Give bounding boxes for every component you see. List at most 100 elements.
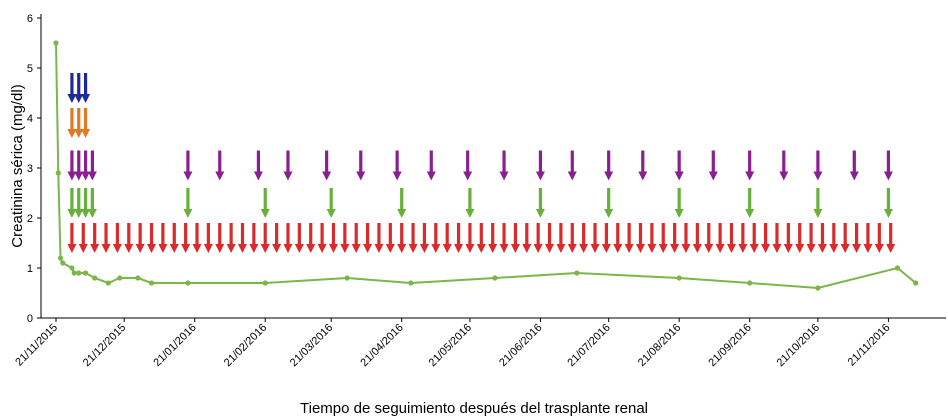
treatment-arrow-row-1 — [704, 223, 714, 253]
treatment-arrow-row-1 — [499, 223, 509, 253]
treatment-arrow-row-3 — [604, 150, 614, 181]
y-tick-label: 6 — [27, 13, 33, 25]
treatment-arrow-row-1 — [181, 223, 191, 253]
treatment-arrow-row-1 — [328, 223, 338, 253]
treatment-arrow-row-1 — [692, 223, 702, 253]
x-tick-label: 21/12/2015 — [81, 322, 128, 369]
treatment-arrow-row-4 — [81, 108, 91, 138]
treatment-arrow-row-1 — [158, 223, 168, 253]
data-point — [262, 280, 268, 286]
treatment-arrow-row-1 — [476, 223, 486, 253]
treatment-arrow-row-2 — [745, 188, 755, 218]
treatment-arrow-row-1 — [863, 223, 873, 253]
treatment-arrow-row-1 — [283, 223, 293, 253]
treatment-arrow-row-1 — [226, 223, 236, 253]
treatment-arrow-row-3 — [215, 150, 225, 181]
treatment-arrow-row-3 — [322, 150, 332, 181]
treatment-arrow-row-2 — [81, 188, 91, 218]
treatment-arrow-row-1 — [590, 223, 600, 253]
treatment-arrow-row-2 — [813, 188, 823, 218]
y-axis-label: Creatinina sérica (mg/dl) — [9, 84, 26, 247]
treatment-arrow-row-5 — [74, 73, 84, 103]
data-point — [676, 275, 682, 281]
treatment-arrow-row-1 — [419, 223, 429, 253]
y-tick-label: 4 — [27, 113, 33, 125]
data-point — [815, 285, 821, 291]
treatment-arrow-row-1 — [852, 223, 862, 253]
treatment-arrow-row-1 — [874, 223, 884, 253]
data-point — [574, 270, 580, 276]
y-tick-label: 1 — [27, 263, 33, 275]
treatment-arrow-row-1 — [681, 223, 691, 253]
x-tick-label: 21/06/2016 — [497, 322, 544, 369]
treatment-arrow-row-3 — [426, 150, 436, 181]
treatment-arrow-row-1 — [510, 223, 520, 253]
treatment-arrow-row-1 — [522, 223, 532, 253]
data-point — [747, 280, 753, 286]
data-point — [76, 270, 82, 276]
treatment-arrow-row-1 — [761, 223, 771, 253]
treatment-arrow-row-1 — [272, 223, 282, 253]
treatment-arrow-row-3 — [813, 150, 823, 181]
data-point — [55, 170, 61, 176]
treatment-arrow-row-1 — [556, 223, 566, 253]
treatment-arrow-row-1 — [67, 223, 77, 253]
treatment-arrow-row-3 — [74, 150, 84, 181]
treatment-arrow-row-1 — [294, 223, 304, 253]
treatment-arrow-row-3 — [356, 150, 366, 181]
treatment-arrow-row-3 — [849, 150, 859, 181]
treatment-arrow-row-1 — [806, 223, 816, 253]
y-tick-label: 3 — [27, 163, 33, 175]
treatment-arrow-row-1 — [317, 223, 327, 253]
x-tick-label: 21/10/2016 — [775, 322, 822, 369]
treatment-arrow-row-1 — [363, 223, 373, 253]
treatment-arrow-row-1 — [112, 223, 122, 253]
treatment-arrow-row-1 — [397, 223, 407, 253]
treatment-arrow-row-3 — [567, 150, 577, 181]
treatment-arrow-row-2 — [87, 188, 97, 218]
treatment-arrow-row-3 — [883, 150, 893, 181]
treatment-arrow-row-1 — [249, 223, 259, 253]
treatment-arrow-row-5 — [81, 73, 91, 103]
treatment-arrow-row-3 — [674, 150, 684, 181]
treatment-arrow-row-1 — [567, 223, 577, 253]
treatment-arrow-row-1 — [454, 223, 464, 253]
treatment-arrow-row-3 — [87, 150, 97, 181]
data-point — [57, 255, 64, 261]
treatment-arrow-row-3 — [183, 150, 193, 181]
treatment-arrow-row-1 — [647, 223, 657, 253]
treatment-arrow-row-3 — [638, 150, 648, 181]
treatment-arrow-row-1 — [385, 223, 395, 253]
treatment-arrow-row-1 — [135, 223, 145, 253]
data-point — [53, 40, 59, 46]
treatment-arrow-row-3 — [253, 150, 263, 181]
treatment-arrow-row-1 — [101, 223, 111, 253]
treatment-arrow-row-3 — [708, 150, 718, 181]
data-point — [105, 280, 111, 286]
data-point — [344, 275, 350, 281]
axes — [40, 14, 946, 319]
x-tick-label: 21/02/2016 — [222, 322, 269, 369]
treatment-arrow-row-1 — [306, 223, 316, 253]
x-tick-label: 21/01/2016 — [151, 322, 198, 369]
treatment-arrow-row-3 — [81, 150, 91, 181]
y-tick-label: 0 — [27, 313, 33, 325]
treatment-arrow-row-1 — [192, 223, 202, 253]
x-tick-label: 21/04/2016 — [358, 322, 405, 369]
treatment-arrow-row-1 — [374, 223, 384, 253]
treatment-arrow-row-1 — [886, 223, 896, 253]
data-point — [82, 270, 89, 276]
y-tick-label: 2 — [27, 213, 33, 225]
treatment-arrow-row-5 — [67, 73, 77, 103]
treatment-arrow-row-1 — [351, 223, 361, 253]
treatment-arrow-row-1 — [147, 223, 157, 253]
treatment-arrow-row-1 — [431, 223, 441, 253]
x-tick-label: 21/05/2016 — [427, 322, 474, 369]
treatment-arrow-row-1 — [124, 223, 134, 253]
x-tick-label: 21/03/2016 — [288, 322, 335, 369]
treatment-arrow-row-1 — [840, 223, 850, 253]
x-tick-label: 21/11/2015 — [13, 322, 60, 369]
data-point — [148, 280, 155, 286]
treatment-arrow-row-1 — [488, 223, 498, 253]
